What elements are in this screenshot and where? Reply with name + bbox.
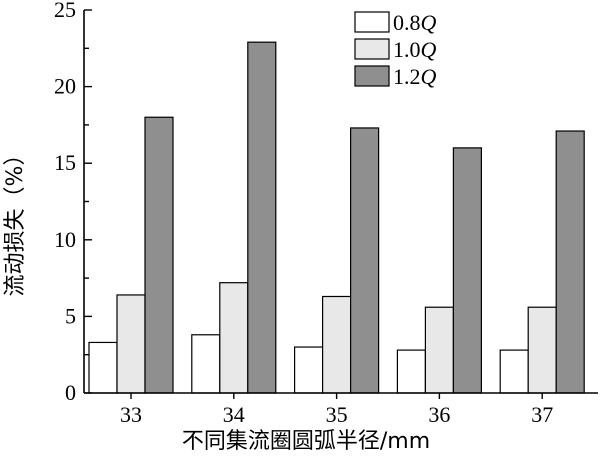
x-tick-label: 35 — [326, 402, 348, 427]
x-tick-label: 36 — [428, 402, 450, 427]
x-tick-label: 34 — [223, 402, 245, 427]
bar-1_2q-37 — [555, 130, 585, 394]
legend-label: 0.8Q — [393, 10, 437, 35]
x-tick-label: 33 — [120, 402, 142, 427]
bar-1_2q-36 — [452, 147, 482, 394]
bar-0_8q-35 — [294, 346, 324, 394]
bar-1_0q-34 — [219, 282, 249, 394]
bar-1_0q-36 — [424, 306, 454, 394]
bar-0_8q-37 — [499, 349, 529, 394]
bar-1_0q-37 — [527, 306, 557, 394]
bar-0_8q-36 — [396, 349, 426, 394]
bar-1_0q-33 — [116, 294, 146, 394]
legend-label: 1.2Q — [393, 64, 437, 89]
y-tick-labels: 0 5 10 15 20 25 — [54, 0, 76, 405]
legend: 0.8Q1.0Q1.2Q — [354, 10, 437, 89]
y-tick-label: 15 — [54, 150, 76, 175]
legend-swatch — [354, 11, 390, 33]
bar-1_0q-35 — [322, 295, 352, 394]
y-tick-label: 10 — [54, 227, 76, 252]
axes-layer — [83, 9, 598, 399]
y-tick-label: 20 — [54, 74, 76, 99]
bar-0_8q-33 — [88, 341, 118, 394]
legend-swatch — [354, 65, 390, 87]
y-tick-label: 0 — [65, 380, 76, 405]
x-tick-labels: 33 34 35 36 37 — [120, 402, 553, 427]
bars-layer — [88, 41, 585, 394]
x-tick-label: 37 — [531, 402, 553, 427]
bar-0_8q-34 — [191, 334, 221, 394]
legend-label: 1.0Q — [393, 37, 437, 62]
x-axis-title: 不同集流圈圆弧半径/mm — [182, 429, 430, 454]
legend-swatch — [354, 38, 390, 60]
y-axis-title: 流动损失（%） — [3, 144, 28, 297]
y-tick-label: 25 — [54, 0, 76, 22]
bar-1_2q-35 — [350, 127, 380, 394]
y-tick-label: 5 — [65, 303, 76, 328]
bar-1_2q-33 — [144, 116, 174, 394]
bar-1_2q-34 — [247, 41, 277, 394]
